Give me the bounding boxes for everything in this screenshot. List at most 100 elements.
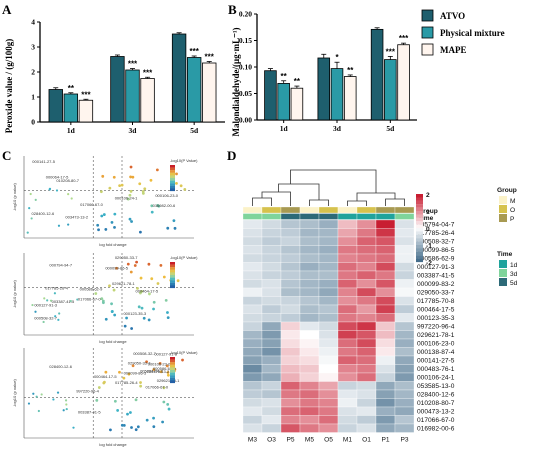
heatmap-cell bbox=[375, 330, 396, 340]
heatmap-cell bbox=[337, 287, 358, 297]
volcano-point bbox=[162, 400, 166, 404]
heatmap-colorbar-segment bbox=[416, 241, 423, 246]
volcano-point bbox=[139, 276, 143, 280]
heatmap-cell bbox=[318, 219, 339, 229]
volcano-point bbox=[52, 398, 55, 401]
time-annotation-cell bbox=[337, 213, 358, 220]
heatmap-cell bbox=[242, 423, 263, 433]
heatmap-cell bbox=[261, 415, 282, 425]
bar-mape bbox=[78, 99, 94, 123]
heatmap-colorbar-segment bbox=[416, 214, 423, 218]
heatmap-cell bbox=[242, 287, 263, 297]
volcano-point-label: 000464-17-5 bbox=[94, 374, 117, 379]
volcano-point bbox=[104, 317, 108, 321]
legend-group-name: P bbox=[510, 216, 515, 223]
heatmap-cell bbox=[318, 253, 339, 263]
heatmap-cell bbox=[299, 287, 320, 297]
volcano-point bbox=[46, 299, 49, 302]
heatmap-cell bbox=[356, 321, 377, 331]
heatmap-cell bbox=[280, 355, 301, 365]
panel-c-letter: C bbox=[2, 148, 11, 163]
panel-b-ylabel: Malondialdehyde/(μg·mL⁻¹) bbox=[231, 27, 241, 136]
heatmap-cell bbox=[337, 364, 358, 374]
heatmap-cell bbox=[261, 296, 282, 306]
significance-label: *** bbox=[386, 47, 396, 56]
colorbar-title: -log10(P Value) bbox=[170, 255, 198, 260]
heatmap-cell bbox=[337, 423, 358, 433]
volcano-point bbox=[176, 279, 180, 283]
volcano-point bbox=[167, 407, 171, 411]
volcano-point bbox=[142, 316, 146, 320]
heatmap-cell bbox=[375, 347, 396, 357]
volcano-point bbox=[113, 399, 117, 403]
heatmap-cell bbox=[375, 406, 396, 416]
colorbar-segment bbox=[170, 185, 175, 189]
volcano-point bbox=[120, 183, 124, 187]
colorbar-segment bbox=[170, 359, 175, 363]
heatmap-cell bbox=[337, 330, 358, 340]
heatmap-cell bbox=[375, 304, 396, 314]
dendrogram-branch bbox=[290, 169, 377, 193]
colorbar-segment bbox=[170, 165, 175, 168]
heatmap-colorbar-tick: -1 bbox=[426, 243, 432, 250]
legend-swatch-atvo bbox=[421, 9, 434, 22]
heatmap-cell bbox=[394, 364, 415, 374]
heatmap-cell bbox=[318, 236, 339, 246]
heatmap-cell bbox=[280, 296, 301, 306]
heatmap-cell bbox=[375, 219, 396, 229]
heatmap-cell bbox=[337, 296, 358, 306]
heatmap-colorbar-segment bbox=[416, 224, 423, 229]
heatmap-column-label: O5 bbox=[324, 437, 333, 444]
colorbar-segment bbox=[170, 180, 175, 184]
volcano-point-label: 000508-32-7 bbox=[34, 316, 57, 321]
volcano-ylabel: -log10 (p value) bbox=[12, 378, 17, 406]
group-annotation-cell bbox=[318, 206, 339, 214]
volcano-point-label: 000464-17-5 bbox=[135, 289, 158, 294]
heatmap-cell bbox=[318, 321, 339, 331]
group-annotation-cell bbox=[394, 206, 415, 214]
heatmap-cell bbox=[337, 270, 358, 280]
colorbar-segment bbox=[170, 285, 175, 289]
volcano-point bbox=[109, 428, 112, 432]
heatmap-row-label: 016982-00-6 bbox=[417, 426, 455, 433]
y-tick-label: 2 bbox=[31, 68, 35, 77]
heatmap-cell bbox=[242, 262, 263, 272]
volcano-point bbox=[48, 188, 51, 191]
heatmap-cell bbox=[299, 338, 320, 348]
volcano-point bbox=[127, 372, 131, 376]
heatmap-cell bbox=[280, 228, 301, 238]
volcano-point-label: 000508-32-7 bbox=[133, 351, 156, 356]
dendrogram-branch bbox=[278, 183, 320, 200]
heatmap-cell bbox=[280, 406, 301, 416]
heatmap-cell bbox=[318, 423, 339, 433]
heatmap-cell bbox=[337, 304, 358, 314]
heatmap-row-label: 000106-24-1 bbox=[417, 375, 455, 382]
heatmap-cell bbox=[261, 355, 282, 365]
y-tick-label: 0.00 bbox=[239, 116, 252, 125]
heatmap-colorbar-segment bbox=[416, 245, 423, 249]
heatmap-cell bbox=[337, 279, 358, 289]
time-annotation-cell bbox=[261, 213, 282, 220]
heatmap-colorbar-segment bbox=[416, 258, 423, 263]
heatmap-cell bbox=[261, 253, 282, 263]
heatmap-column-label: P5 bbox=[286, 437, 294, 444]
volcano-point bbox=[97, 386, 101, 389]
heatmap-colorbar-segment bbox=[416, 228, 423, 232]
legend-group-name: O bbox=[510, 207, 515, 214]
heatmap-cell bbox=[299, 372, 320, 382]
volcano-point bbox=[40, 393, 43, 396]
colorbar-segment bbox=[170, 282, 175, 286]
colorbar-segment bbox=[170, 280, 175, 283]
heatmap-cell bbox=[299, 304, 320, 314]
heatmap-column-label: M1 bbox=[343, 437, 352, 444]
volcano-point bbox=[27, 402, 31, 405]
heatmap-cell bbox=[299, 219, 320, 229]
volcano-point bbox=[125, 316, 128, 320]
heatmap-cell bbox=[261, 381, 282, 391]
heatmap-cell bbox=[261, 372, 282, 382]
volcano-point bbox=[112, 175, 116, 179]
x-tick-label: 1d bbox=[67, 126, 76, 135]
heatmap-cell bbox=[280, 245, 301, 255]
group-annotation-cell bbox=[337, 206, 358, 214]
